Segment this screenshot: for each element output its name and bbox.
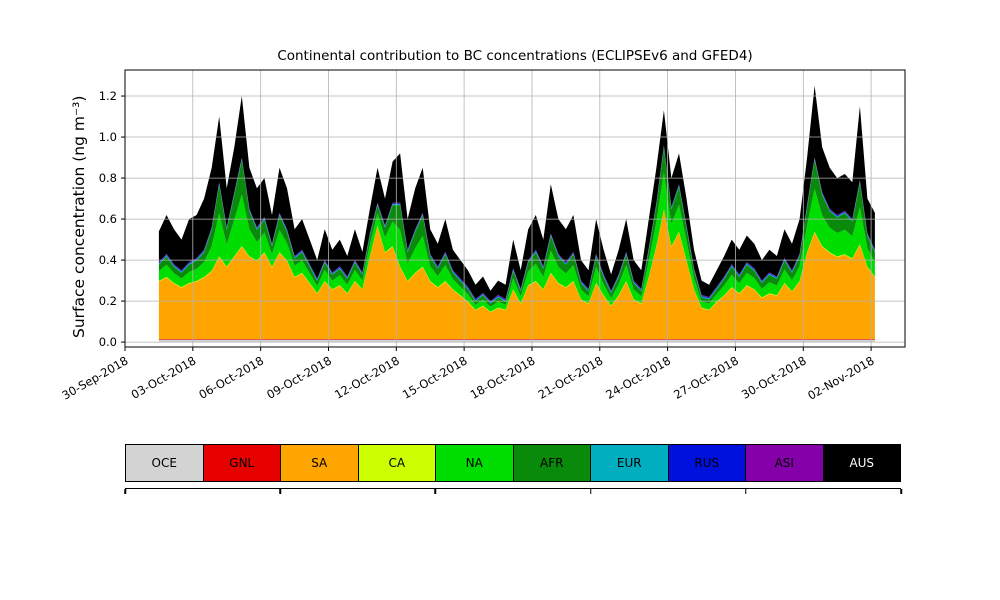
x-tick-label: 24-Oct-2018 [603,353,673,401]
legend-label-ca: CA [388,456,406,470]
stacked-areas [158,85,875,343]
area-series-ca [158,209,875,313]
y-tick-label: 1.2 [99,89,117,103]
legend-item-sa: SA [280,444,359,482]
legend-item-oce: OCE [125,444,204,482]
y-tick-label: 0.0 [99,335,117,349]
legend-label-rus: RUS [694,456,720,470]
x-tick-label: 03-Oct-2018 [129,353,199,401]
x-tick-label: 30-Oct-2018 [739,353,809,401]
legend-axis-tick [589,489,592,494]
x-tick-label: 18-Oct-2018 [468,353,538,401]
legend-item-asi: ASI [745,444,824,482]
area-series-na [158,172,875,312]
legend: OCE GNL SA CA NA AFR EUR RUS ASI AUS [125,444,901,482]
x-tick-label: 27-Oct-2018 [671,353,741,401]
legend-item-aus: AUS [822,444,901,482]
chart-title: Continental contribution to BC concentra… [277,48,753,64]
legend-item-gnl: GNL [202,444,281,482]
legend-label-na: NA [465,456,483,470]
legend-item-rus: RUS [667,444,746,482]
y-tick-label: 0.2 [99,294,117,308]
x-tick-label: 21-Oct-2018 [536,353,606,401]
area-series-oce [158,339,875,343]
x-tick-label: 09-Oct-2018 [264,353,334,401]
legend-axis-tick [434,489,437,494]
x-tick-label: 06-Oct-2018 [196,353,266,401]
area-series-gnl [158,339,875,340]
legend-axis-line [124,488,902,495]
plot-border [124,69,906,348]
legend-item-eur: EUR [590,444,669,482]
legend-item-na: NA [435,444,514,482]
area-series-sa [158,209,875,339]
legend-axis-tick [900,489,902,494]
legend-label-afr: AFR [540,456,564,470]
legend-label-gnl: GNL [229,456,255,470]
x-tick-label: 15-Oct-2018 [400,353,470,401]
x-tick-label: 30-Sep-2018 [60,353,131,402]
legend-axis-tick [279,489,281,494]
legend-item-afr: AFR [512,444,591,482]
legend-label-sa: SA [311,456,328,470]
legend-axis-tick [745,489,747,494]
legend-label-eur: EUR [616,456,642,470]
y-tick-label: 0.4 [99,253,117,267]
y-tick-label: 0.6 [99,212,117,226]
y-tick-label: 0.8 [99,171,117,185]
legend-label-asi: ASI [774,456,794,470]
legend-axis-tick [124,489,126,494]
y-tick-label: 1.0 [99,130,117,144]
x-tick-label: 02-Nov-2018 [805,353,876,402]
x-tick-label: 12-Oct-2018 [332,353,402,401]
legend-item-ca: CA [357,444,436,482]
gridlines [124,70,905,347]
area-series-aus [158,85,875,302]
legend-label-aus: AUS [849,456,875,470]
legend-label-oce: OCE [151,456,177,470]
